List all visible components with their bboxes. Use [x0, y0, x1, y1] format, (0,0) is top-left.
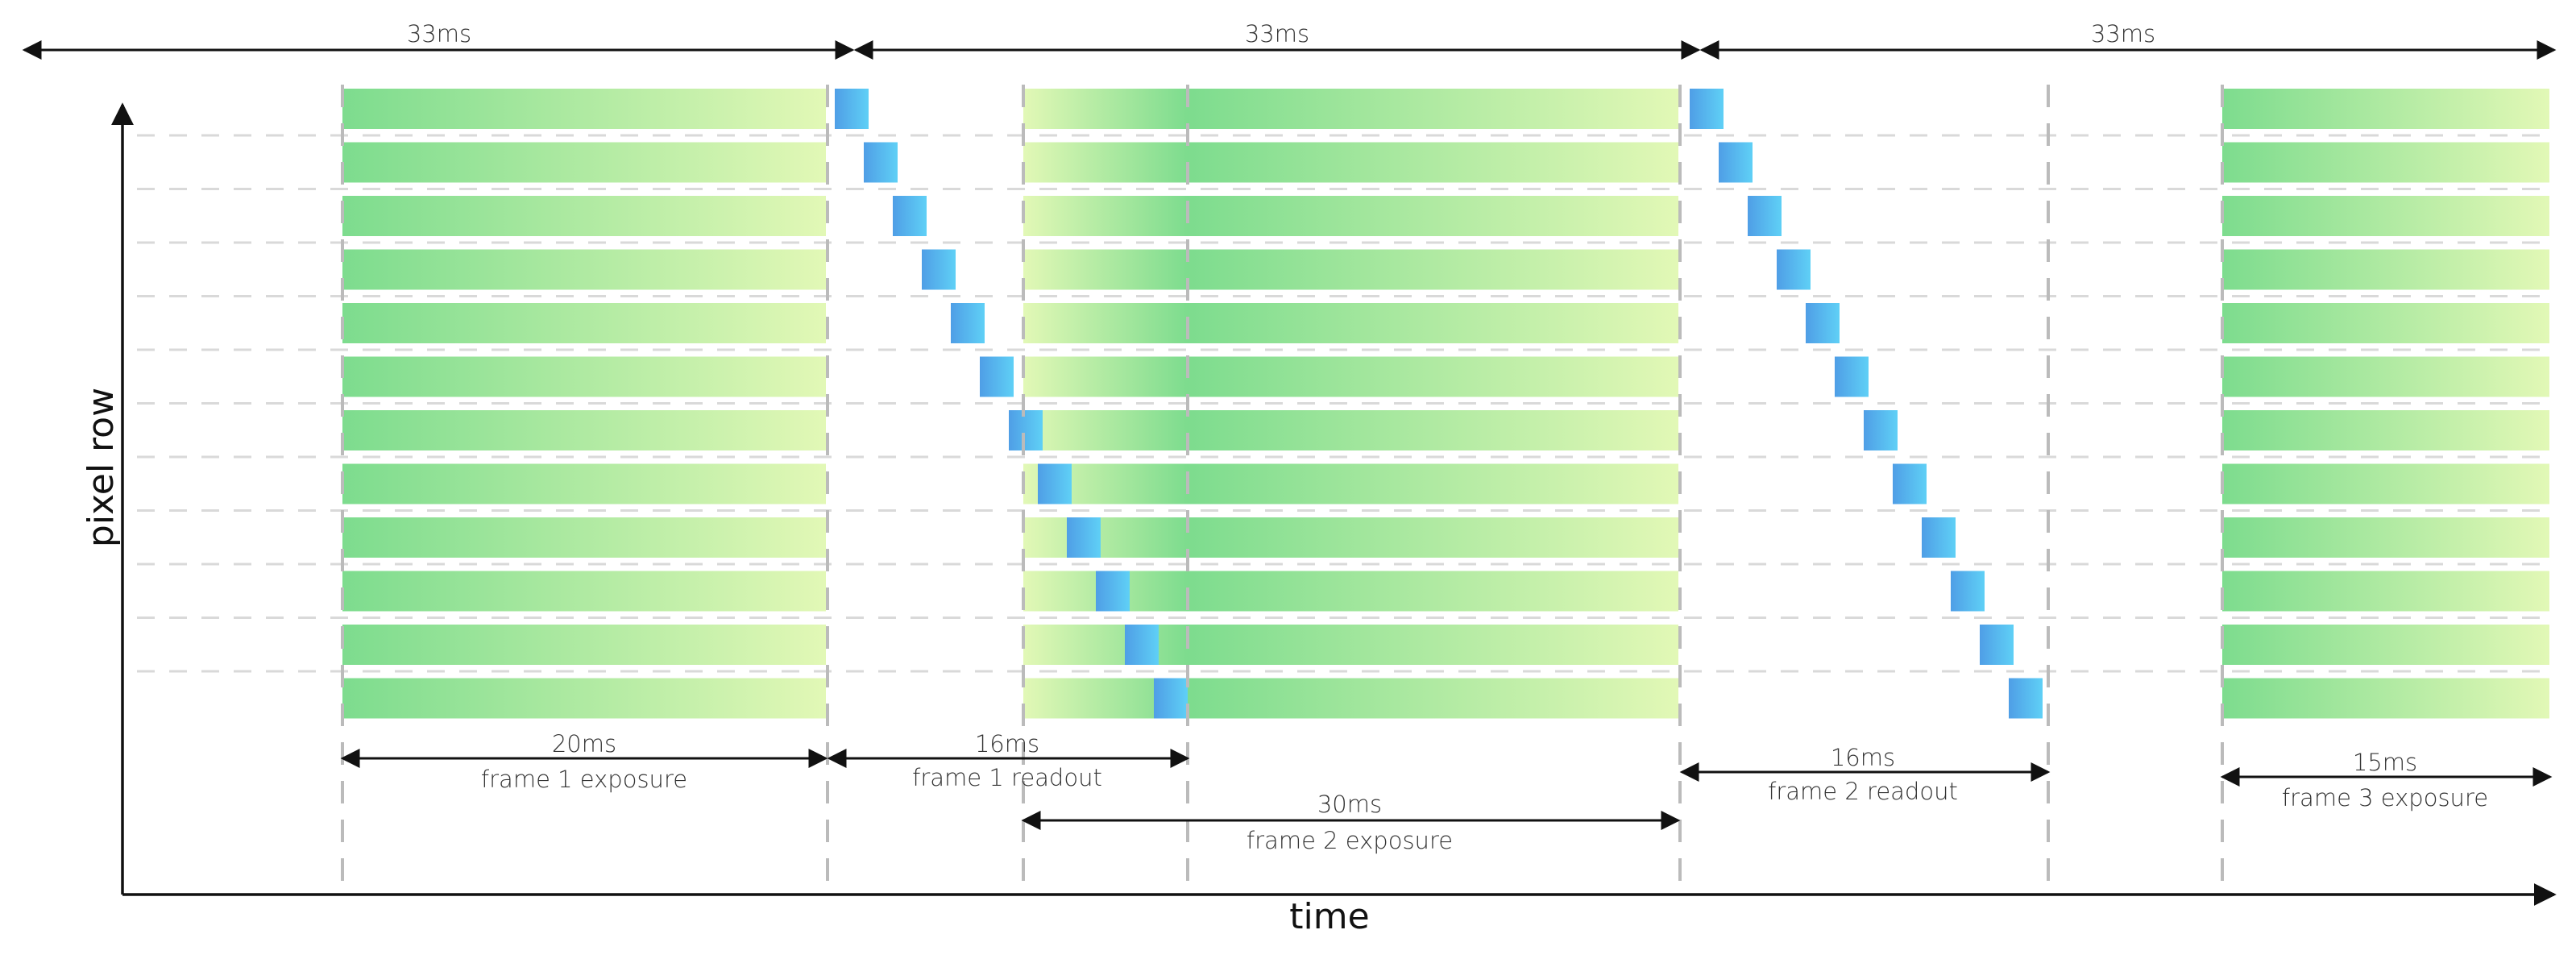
readout-block-frame-1 [951, 303, 985, 343]
exposure-bar-frame-3 [2222, 89, 2549, 129]
readout-block-frame-2 [1690, 89, 1724, 129]
exposure-bar-frame-2-lead [1023, 410, 1188, 450]
readout-block-frame-2 [1980, 625, 2014, 665]
readout-block-frame-1 [1125, 625, 1159, 665]
frame-1-exposure-caption: frame 1 exposure [481, 766, 687, 793]
exposure-bar-frame-1 [342, 89, 826, 129]
x-axis-title: time [1289, 896, 1369, 937]
exposure-bar-frame-2 [1188, 303, 1678, 343]
exposure-bar-frame-2 [1188, 571, 1678, 612]
exposure-bar-frame-3 [2222, 356, 2549, 397]
exposure-bar-frame-3 [2222, 678, 2549, 719]
exposure-bar-frame-1 [342, 249, 826, 290]
readout-block-frame-2 [1719, 142, 1753, 183]
exposure-bar-frame-2-lead [1023, 196, 1188, 236]
readout-block-frame-2 [1951, 571, 1985, 612]
exposure-bar-frame-2-lead [1023, 625, 1188, 665]
exposure-bar-frame-1 [342, 356, 826, 397]
readout-block-frame-1 [835, 89, 869, 129]
period-1-label: 33ms [407, 20, 471, 48]
exposure-bar-frame-2 [1188, 356, 1678, 397]
readout-block-frame-1 [922, 249, 956, 290]
exposure-bar-frame-2-lead [1023, 517, 1188, 558]
exposure-bar-frame-3 [2222, 142, 2549, 183]
exposure-bar-frame-1 [342, 196, 826, 236]
readout-block-frame-2 [1893, 463, 1927, 504]
period-2-label: 33ms [1245, 20, 1309, 48]
exposure-bar-frame-3 [2222, 517, 2549, 558]
exposure-bar-frame-2 [1188, 625, 1678, 665]
frame-2-readout-duration: 16ms [1831, 744, 1895, 771]
exposure-bar-frame-2 [1188, 410, 1678, 450]
exposure-bar-frame-1 [342, 142, 826, 183]
exposure-bar-frame-2 [1188, 517, 1678, 558]
exposure-bar-frame-1 [342, 517, 826, 558]
top-period-arrows: 33ms 33ms 33ms [22, 20, 2557, 60]
period-3-label: 33ms [2091, 20, 2155, 48]
exposure-bar-frame-2 [1188, 249, 1678, 290]
exposure-bar-frame-3 [2222, 625, 2549, 665]
frame-1-exposure-duration: 20ms [552, 730, 616, 758]
frame-2-exposure-caption: frame 2 exposure [1247, 827, 1453, 854]
readout-block-frame-1 [1096, 571, 1130, 612]
exposure-bar-frame-3 [2222, 196, 2549, 236]
exposure-bar-frame-1 [342, 571, 826, 612]
readout-block-frame-1 [893, 196, 927, 236]
exposure-bar-frame-2 [1188, 196, 1678, 236]
exposure-bar-frame-1 [342, 625, 826, 665]
readout-block-frame-1 [980, 356, 1014, 397]
row-guide-lines [137, 134, 2546, 673]
frame-1-readout-duration: 16ms [975, 730, 1039, 758]
readout-block-frame-2 [1835, 356, 1869, 397]
exposure-bar-frame-2 [1188, 678, 1678, 719]
frame-2-readout-blocks [1690, 89, 2043, 719]
exposure-bar-frame-3 [2222, 463, 2549, 504]
readout-block-frame-1 [1038, 463, 1072, 504]
readout-block-frame-2 [1922, 517, 1956, 558]
frame-2-exposure-bars [1188, 89, 1678, 719]
frame-3-exposure-duration: 15ms [2353, 749, 2417, 776]
exposure-bar-frame-1 [342, 678, 826, 719]
readout-block-frame-1 [864, 142, 898, 183]
axes [111, 102, 2557, 906]
exposure-bar-frame-1 [342, 410, 826, 450]
readout-block-frame-1 [1154, 678, 1188, 719]
exposure-bar-frame-3 [2222, 249, 2549, 290]
exposure-bar-frame-2 [1188, 89, 1678, 129]
exposure-bar-frame-3 [2222, 303, 2549, 343]
readout-block-frame-1 [1009, 410, 1043, 450]
frame-1-readout-blocks [835, 89, 1188, 719]
frame-2-exposure-duration: 30ms [1317, 791, 1382, 818]
exposure-bar-frame-2 [1188, 463, 1678, 504]
readout-block-frame-2 [1806, 303, 1840, 343]
readout-block-frame-2 [2009, 678, 2043, 719]
frame-2-readout-caption: frame 2 readout [1768, 778, 1958, 805]
readout-block-frame-2 [1777, 249, 1811, 290]
exposure-bar-frame-1 [342, 303, 826, 343]
frame-3-exposure-caption: frame 3 exposure [2282, 784, 2488, 812]
exposure-bar-frame-3 [2222, 410, 2549, 450]
frame-1-exposure-bars [342, 89, 826, 719]
readout-block-frame-2 [1748, 196, 1782, 236]
exposure-bar-frame-2-lead [1023, 303, 1188, 343]
exposure-bar-frame-1 [342, 463, 826, 504]
frame-3-exposure-bars [2222, 89, 2549, 719]
readout-block-frame-1 [1067, 517, 1101, 558]
readout-block-frame-2 [1864, 410, 1898, 450]
exposure-bar-frame-2-lead [1023, 356, 1188, 397]
exposure-bar-frame-2-lead [1023, 89, 1188, 129]
exposure-bar-frame-2-lead [1023, 249, 1188, 290]
exposure-bar-frame-2-lead [1023, 142, 1188, 183]
exposure-bar-frame-2 [1188, 142, 1678, 183]
y-axis-title: pixel row [81, 388, 122, 547]
frame-1-readout-caption: frame 1 readout [912, 764, 1102, 791]
exposure-bar-frame-3 [2222, 571, 2549, 612]
timing-annotations: 20ms frame 1 exposure 16ms frame 1 reado… [340, 730, 2553, 854]
